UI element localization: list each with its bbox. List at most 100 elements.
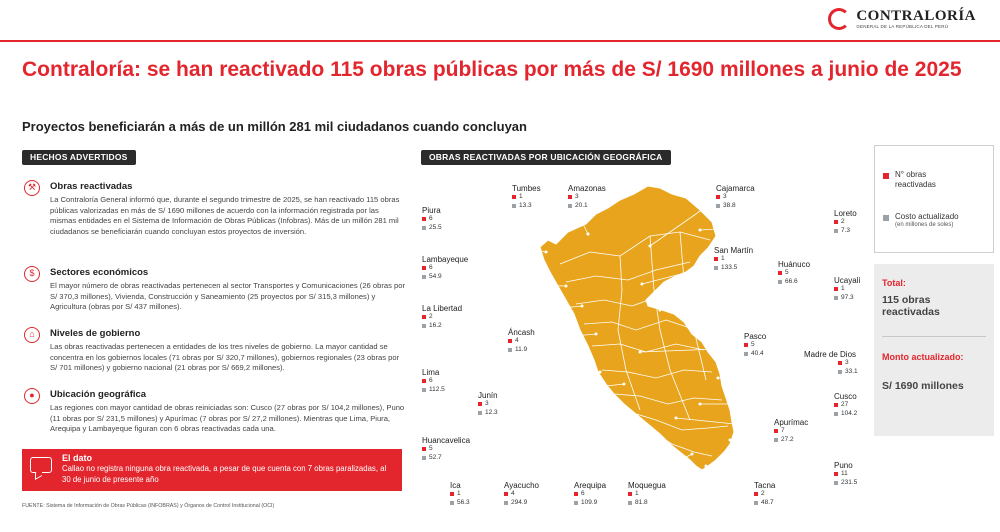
- cost-marker: [568, 203, 572, 208]
- region-label: Junín 3 12.3: [478, 391, 498, 417]
- cost-marker: [422, 323, 426, 328]
- hechos-pill: HECHOS ADVERTIDOS: [22, 150, 136, 165]
- region-count: 1: [841, 285, 845, 292]
- region-label: Cajamarca 3 38.8: [716, 184, 755, 210]
- total-label: Total:: [882, 278, 906, 288]
- region-cost: 294.9: [511, 498, 528, 506]
- cost-marker: [422, 387, 426, 392]
- logo-subtitle: GENERAL DE LA REPÚBLICA DEL PERÚ: [856, 24, 949, 29]
- region-label: Pasco 5 40.4: [744, 332, 766, 358]
- region-name: Ica: [450, 481, 461, 490]
- region-label: Piura 6 25.5: [422, 206, 442, 232]
- region-count: 7: [781, 427, 785, 434]
- totals-divider: [882, 336, 986, 337]
- region-cost: 7.3: [841, 226, 851, 234]
- region-borders: [559, 231, 729, 457]
- region-name: Junín: [478, 391, 498, 400]
- speech-bubble-icon: [30, 457, 52, 473]
- region-count: 3: [723, 193, 727, 200]
- cost-marker: [422, 455, 426, 460]
- region-count: 2: [761, 490, 765, 497]
- cost-marker: [834, 411, 838, 416]
- region-name: La Libertad: [422, 304, 463, 313]
- section-body: El mayor número de obras reactivadas per…: [50, 281, 405, 312]
- cost-legend-label: Costo actualizado: [895, 212, 959, 221]
- page-title: Contraloría: se han reactivado 115 obras…: [22, 58, 962, 81]
- dato-body: Callao no registra ninguna obra reactiva…: [62, 464, 387, 484]
- count-marker: [422, 315, 426, 320]
- region-name: Madre de Dios: [804, 350, 857, 359]
- region-label: Arequipa 6 109.9: [574, 481, 606, 507]
- header-divider: [0, 40, 1000, 42]
- region-cost: 12.3: [485, 408, 498, 416]
- region-label: Ayacucho 4 294.9: [504, 481, 539, 507]
- region-count: 2: [841, 218, 845, 225]
- region-cost: 27.2: [781, 435, 794, 443]
- region-count: 3: [845, 359, 849, 366]
- region-name: Ucayali: [834, 276, 861, 285]
- count-marker: [574, 492, 578, 497]
- total-value: 115 obras reactivadas: [882, 294, 940, 318]
- region-name: Piura: [422, 206, 441, 215]
- region-name: Huánuco: [778, 260, 811, 269]
- region-name: Arequipa: [574, 481, 607, 490]
- region-name: Puno: [834, 461, 853, 470]
- region-name: Tacna: [754, 481, 776, 490]
- region-label: Puno 11 231.5: [834, 461, 857, 487]
- region-name: Ayacucho: [504, 481, 539, 490]
- cost-marker: [834, 480, 838, 485]
- leader-lines: [419, 199, 835, 489]
- region-count: 6: [429, 264, 433, 271]
- cost-legend-swatch: [883, 215, 889, 221]
- count-marker: [834, 220, 838, 225]
- cost-marker: [778, 279, 782, 284]
- region-cost: 97.3: [841, 293, 854, 301]
- count-marker: [774, 429, 778, 434]
- count-marker: [838, 361, 842, 366]
- location-pin-icon: ●: [24, 388, 40, 404]
- count-marker: [422, 266, 426, 271]
- money-bag-icon: $: [24, 266, 40, 282]
- count-legend-label: N° obras reactivadas: [895, 170, 936, 189]
- count-marker: [628, 492, 632, 497]
- region-cost: 11.9: [515, 345, 528, 353]
- region-label: La Libertad 2 16.2: [422, 304, 462, 330]
- el-dato-box: El dato Callao no registra ninguna obra …: [22, 449, 402, 491]
- count-marker: [834, 472, 838, 477]
- cost-marker: [574, 500, 578, 505]
- cost-marker: [834, 295, 838, 300]
- count-marker: [754, 492, 758, 497]
- cost-marker: [628, 500, 632, 505]
- region-count: 6: [429, 377, 433, 384]
- region-cost: 66.6: [785, 277, 798, 285]
- count-legend-swatch: [883, 173, 889, 179]
- cost-marker: [774, 437, 778, 442]
- region-name: Amazonas: [568, 184, 606, 193]
- region-count: 27: [841, 401, 849, 408]
- map-legend: N° obras reactivadas Costo actualizado (…: [874, 145, 994, 253]
- count-marker: [568, 195, 572, 200]
- logo-name: CONTRALORÍA: [856, 8, 976, 24]
- region-name: Loreto: [834, 209, 857, 218]
- count-marker: [744, 343, 748, 348]
- region-label: Ica 1 56.3: [450, 481, 470, 507]
- region-label: Lima 6 112.5: [422, 368, 445, 394]
- cost-marker: [838, 369, 842, 374]
- region-count: 1: [721, 255, 725, 262]
- region-label: Tumbes 1 13.3: [512, 184, 541, 210]
- region-cost: 109.9: [581, 498, 598, 506]
- region-cost: 25.5: [429, 223, 442, 231]
- region-label: San Martín 1 133.5: [714, 246, 753, 272]
- region-label: Lambayeque 6 54.9: [422, 255, 468, 281]
- region-count: 6: [581, 490, 585, 497]
- region-name: Moquegua: [628, 481, 666, 490]
- region-cost: 81.8: [635, 498, 648, 506]
- region-cost: 48.7: [761, 498, 774, 506]
- region-name: San Martín: [714, 246, 754, 255]
- cost-legend-sublabel: (en millones de soles): [895, 222, 954, 228]
- region-cost: 13.3: [519, 201, 532, 209]
- cost-marker: [834, 228, 838, 233]
- cost-marker: [422, 225, 426, 230]
- logo-mark-icon: [828, 8, 851, 30]
- peru-map-shape: [539, 185, 735, 471]
